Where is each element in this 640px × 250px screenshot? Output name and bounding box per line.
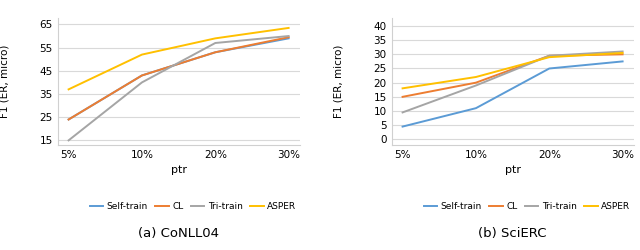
Self-train bbox=[619, 60, 627, 63]
Line: Tri-train: Tri-train bbox=[403, 52, 623, 112]
ASPER bbox=[545, 56, 553, 59]
Line: ASPER: ASPER bbox=[403, 53, 623, 88]
X-axis label: ptr: ptr bbox=[171, 166, 187, 175]
CL bbox=[285, 36, 292, 39]
Self-train bbox=[545, 67, 553, 70]
Line: CL: CL bbox=[68, 37, 289, 119]
Tri-train bbox=[472, 84, 480, 87]
Y-axis label: F1 (ER, micro): F1 (ER, micro) bbox=[333, 44, 343, 118]
Y-axis label: F1 (ER, micro): F1 (ER, micro) bbox=[0, 44, 9, 118]
ASPER bbox=[138, 53, 146, 56]
ASPER bbox=[285, 26, 292, 30]
CL bbox=[65, 118, 72, 121]
X-axis label: ptr: ptr bbox=[504, 166, 520, 175]
Tri-train bbox=[399, 111, 406, 114]
ASPER bbox=[619, 52, 627, 54]
Line: ASPER: ASPER bbox=[68, 28, 289, 89]
Tri-train bbox=[545, 54, 553, 57]
ASPER bbox=[65, 88, 72, 91]
Self-train bbox=[138, 74, 146, 77]
Text: (b) SciERC: (b) SciERC bbox=[478, 227, 547, 240]
Self-train bbox=[211, 51, 219, 54]
CL bbox=[211, 51, 219, 54]
CL bbox=[472, 81, 480, 84]
Tri-train bbox=[285, 34, 292, 37]
Text: (a) CoNLL04: (a) CoNLL04 bbox=[138, 227, 219, 240]
Self-train bbox=[399, 125, 406, 128]
Tri-train bbox=[619, 50, 627, 53]
Self-train bbox=[472, 107, 480, 110]
Line: Self-train: Self-train bbox=[68, 38, 289, 119]
Line: Tri-train: Tri-train bbox=[68, 36, 289, 140]
Tri-train bbox=[65, 139, 72, 142]
Legend: Self-train, CL, Tri-train, ASPER: Self-train, CL, Tri-train, ASPER bbox=[86, 198, 300, 214]
ASPER bbox=[211, 37, 219, 40]
Legend: Self-train, CL, Tri-train, ASPER: Self-train, CL, Tri-train, ASPER bbox=[420, 198, 634, 214]
Line: Self-train: Self-train bbox=[403, 62, 623, 126]
Tri-train bbox=[138, 81, 146, 84]
CL bbox=[399, 95, 406, 98]
ASPER bbox=[472, 76, 480, 78]
CL bbox=[545, 54, 553, 57]
Tri-train bbox=[211, 42, 219, 44]
CL bbox=[138, 74, 146, 77]
Line: CL: CL bbox=[403, 54, 623, 97]
Self-train bbox=[285, 37, 292, 40]
ASPER bbox=[399, 87, 406, 90]
Self-train bbox=[65, 118, 72, 121]
CL bbox=[619, 53, 627, 56]
